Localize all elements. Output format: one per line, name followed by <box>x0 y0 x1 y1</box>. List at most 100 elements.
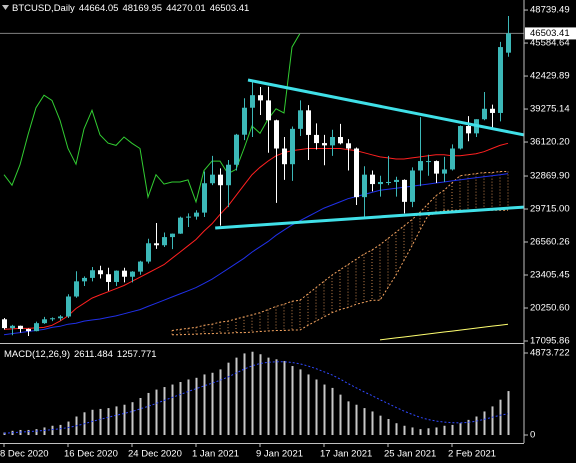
candle-body <box>346 143 351 149</box>
macd-bar <box>491 406 494 436</box>
x-tick-label: 16 Dec 2020 <box>64 449 118 460</box>
macd-bar <box>171 384 174 436</box>
macd-bar <box>267 357 270 436</box>
y-tick-label: 26560.26 <box>530 237 570 248</box>
y-tick-label: 42429.89 <box>530 71 570 82</box>
price-panel <box>0 16 524 341</box>
macd-bar <box>403 425 406 436</box>
macd-bar <box>291 366 294 436</box>
candle-body <box>114 270 119 282</box>
candle-body <box>34 323 39 332</box>
candle-body <box>386 181 391 183</box>
candle-body <box>154 243 159 246</box>
candle-body <box>418 161 423 171</box>
symbol-icon <box>2 5 9 10</box>
candle-body <box>58 316 63 319</box>
indicator-line <box>379 323 509 341</box>
macd-value: 2611.484 <box>74 349 113 360</box>
candle-body <box>410 170 415 202</box>
candle-body <box>26 328 31 332</box>
macd-bar <box>451 424 454 436</box>
macd-bar <box>307 374 310 436</box>
candle-body <box>234 134 239 165</box>
macd-bar <box>51 425 54 436</box>
candle-body <box>434 161 439 174</box>
candle-body <box>322 143 327 146</box>
candle-body <box>186 216 191 218</box>
macd-bar <box>283 360 286 436</box>
macd-bar <box>483 411 486 436</box>
macd-bar <box>475 416 478 436</box>
macd-bar <box>467 419 470 436</box>
macd-bar <box>27 429 30 436</box>
macd-bar <box>219 369 222 436</box>
macd-bar <box>259 354 262 436</box>
macd-bar <box>99 408 102 436</box>
candle-body <box>2 319 7 329</box>
candle-body <box>458 126 463 149</box>
macd-bar <box>435 427 438 436</box>
macd-bar <box>355 404 358 436</box>
candle-body <box>266 100 271 121</box>
macd-bar <box>443 425 446 436</box>
x-tick-label: 1 Jan 2021 <box>192 449 239 460</box>
macd-bar <box>323 384 326 436</box>
macd-bar <box>347 401 350 436</box>
candle-body <box>258 95 263 101</box>
macd-bar <box>379 415 382 436</box>
y-tick-label: 17095.86 <box>530 336 570 347</box>
macd-tick-label: 0 <box>530 430 535 441</box>
macd-bar <box>315 379 318 436</box>
candle-body <box>362 174 367 198</box>
candle-body <box>402 179 407 202</box>
candle-body <box>338 137 343 144</box>
y-tick-label: 32869.90 <box>530 171 570 182</box>
candle-body <box>178 217 183 234</box>
ohlc-low: 44270.01 <box>166 3 206 14</box>
candle-body <box>378 181 383 185</box>
macd-bar <box>499 399 502 436</box>
candle-body <box>394 179 399 182</box>
macd-bar <box>179 382 182 436</box>
x-tick-label: 25 Jan 2021 <box>384 449 436 460</box>
macd-bar <box>371 411 374 436</box>
macd-bar <box>35 429 38 436</box>
symbol-title: BTCUSD,Daily <box>12 3 75 14</box>
x-tick-label: 17 Jan 2021 <box>320 449 372 460</box>
candle-body <box>466 126 471 134</box>
macd-bar <box>299 369 302 436</box>
macd-label: MACD(12,26,9) <box>4 349 70 360</box>
ohlc-high: 48169.95 <box>122 3 162 14</box>
candle-body <box>274 120 279 149</box>
candle-body <box>450 148 455 170</box>
macd-bar <box>243 353 246 436</box>
candle-body <box>330 137 335 146</box>
indicator-line <box>3 173 509 336</box>
candle-body <box>314 134 319 144</box>
macd-bar <box>363 408 366 436</box>
macd-bar <box>331 387 334 436</box>
y-tick-label: 39275.14 <box>530 104 570 115</box>
macd-bar <box>147 392 150 436</box>
macd-bar <box>43 427 46 436</box>
candle-body <box>218 174 223 186</box>
y-tick-label: 29715.00 <box>530 204 570 215</box>
macd-tick-label: 4873.722 <box>530 348 570 359</box>
x-tick-label: 2 Feb 2021 <box>448 449 496 460</box>
price-label: 46503.41 <box>530 28 570 39</box>
candle-body <box>250 95 255 108</box>
y-tick-label: 23405.45 <box>530 270 570 281</box>
ohlc-open: 44664.05 <box>79 3 119 14</box>
macd-bar <box>275 359 278 436</box>
candle-body <box>146 243 151 262</box>
y-tick-label: 45584.64 <box>530 38 570 49</box>
ohlc-close: 46503.41 <box>210 3 250 14</box>
price-label-box <box>525 27 576 40</box>
candle-body <box>290 128 295 165</box>
candle-body <box>202 183 207 213</box>
candle-body <box>98 270 103 275</box>
candle-body <box>162 237 167 246</box>
cloud-span-a <box>171 171 508 331</box>
